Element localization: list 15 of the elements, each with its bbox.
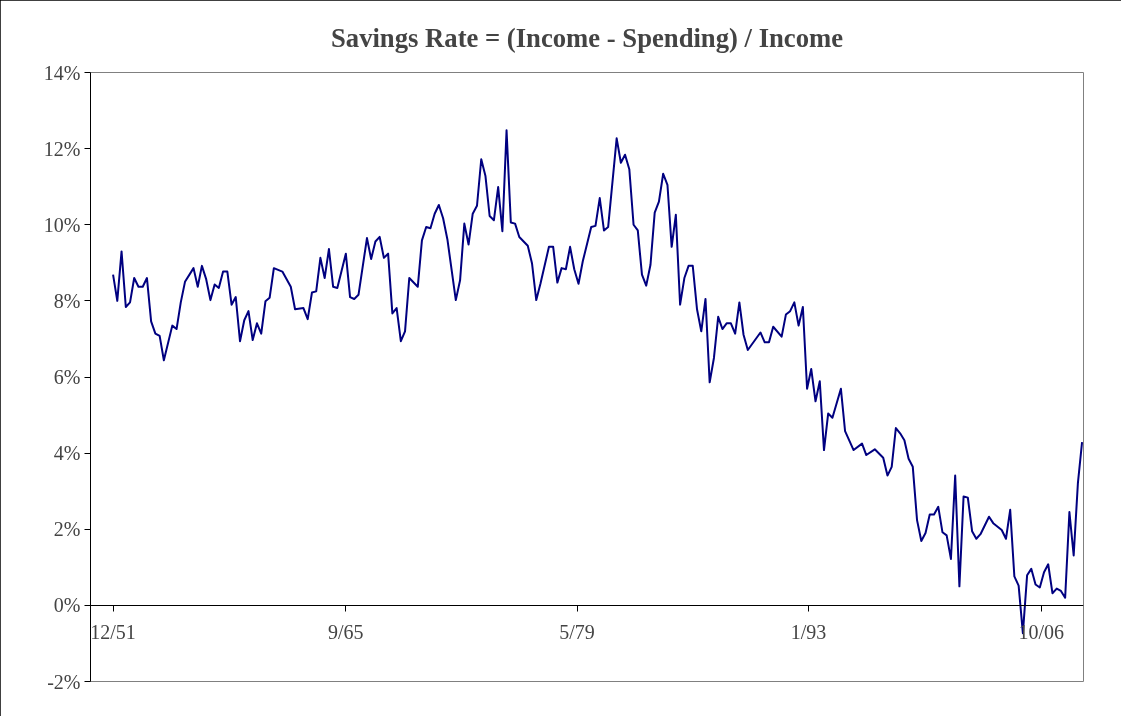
y-tick-label: 14% <box>43 61 81 84</box>
x-tick-label: 9/65 <box>328 621 364 644</box>
x-tick-label: 5/79 <box>559 621 595 644</box>
y-tick-label: 12% <box>43 137 81 160</box>
y-tick-label: -2% <box>47 670 81 693</box>
y-tick-label: 8% <box>53 289 81 312</box>
y-tick-label: 0% <box>53 594 81 617</box>
x-tick-label: 12/51 <box>90 621 136 644</box>
y-tick-label: 10% <box>43 213 81 236</box>
x-tick-label: 1/93 <box>790 621 827 644</box>
y-tick-label: 2% <box>53 518 81 541</box>
x-tick-label: 10/06 <box>1018 621 1064 644</box>
y-tick-label: 4% <box>53 442 81 465</box>
chart-title: Savings Rate = (Income - Spending) / Income <box>330 22 844 53</box>
y-tick-label: 6% <box>53 366 81 388</box>
